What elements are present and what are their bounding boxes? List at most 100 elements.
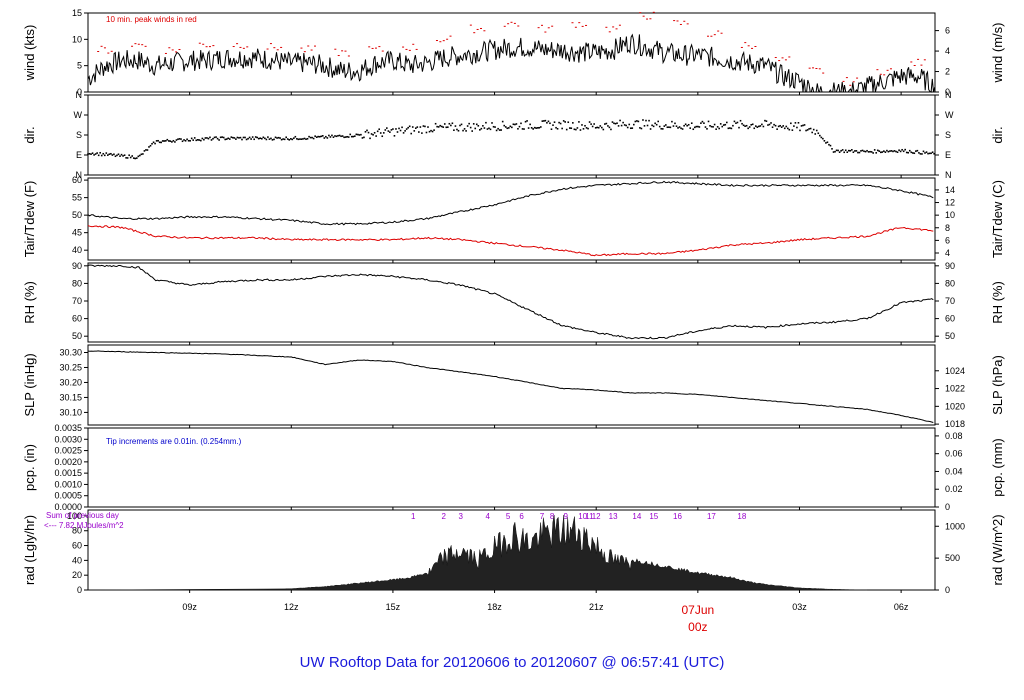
dir-point xyxy=(331,134,333,137)
dir-point xyxy=(675,125,678,127)
dir-point xyxy=(344,136,347,138)
dir-point xyxy=(271,139,274,141)
dir-point xyxy=(241,138,243,141)
dir-point xyxy=(927,152,929,155)
dir-point xyxy=(791,129,794,131)
dir-point xyxy=(616,122,618,124)
dir-point xyxy=(154,142,156,145)
dir-point xyxy=(651,124,653,127)
dir-point xyxy=(526,120,528,122)
right-axis-label-wind: wind (m/s) xyxy=(990,23,1005,84)
dir-point xyxy=(376,130,379,133)
dir-point xyxy=(425,131,428,134)
rad-hour-label: 1 xyxy=(411,512,416,521)
dir-point xyxy=(572,122,574,124)
dir-point xyxy=(421,132,423,134)
rad-hour-label: 3 xyxy=(458,512,463,521)
dir-point xyxy=(157,139,159,142)
dir-point xyxy=(901,148,903,151)
dir-point xyxy=(851,149,853,151)
dir-point xyxy=(657,120,660,123)
dir-point xyxy=(299,138,301,140)
dir-point xyxy=(189,139,191,142)
dir-point xyxy=(139,154,141,157)
dir-point xyxy=(328,134,330,137)
dir-point xyxy=(796,126,798,129)
dir-point xyxy=(790,122,792,125)
dir-point xyxy=(87,153,89,155)
dir-point xyxy=(529,123,531,126)
dir-point xyxy=(786,127,789,130)
dir-point xyxy=(686,124,688,127)
dir-point xyxy=(404,130,406,132)
dir-point xyxy=(523,128,525,130)
right-tick-label-dir: N xyxy=(945,170,952,180)
dir-point xyxy=(428,130,431,133)
dir-point xyxy=(698,126,701,128)
dir-point xyxy=(747,127,749,130)
left-tick-label-temp: 50 xyxy=(72,210,82,220)
left-axis-label-rh: RH (%) xyxy=(22,281,37,324)
dir-point xyxy=(482,125,484,127)
dir-point xyxy=(774,124,777,127)
dir-point xyxy=(491,122,493,124)
dir-point xyxy=(103,154,106,157)
dir-point xyxy=(216,137,219,140)
dir-point xyxy=(366,129,368,132)
dir-point xyxy=(576,127,579,129)
dir-point xyxy=(899,150,902,153)
dir-point xyxy=(904,148,906,151)
dir-point xyxy=(151,142,153,145)
right-axis-label-temp: Tair/Tdew (C) xyxy=(990,180,1005,258)
dir-point xyxy=(143,150,146,152)
dir-point xyxy=(164,140,167,142)
dir-point xyxy=(631,127,634,129)
dir-point xyxy=(459,124,461,127)
left-tick-label-wind: 15 xyxy=(72,8,82,18)
left-tick-label-rad: 80 xyxy=(72,526,82,536)
dir-point xyxy=(867,151,870,153)
rad-hour-label: 2 xyxy=(442,512,447,521)
dir-point xyxy=(155,140,158,142)
dir-point xyxy=(479,129,481,131)
right-axis-label-pcp: pcp. (mm) xyxy=(990,438,1005,497)
left-axis-label-rad: rad (Lgly/hr) xyxy=(22,515,37,585)
dir-point xyxy=(585,127,588,129)
dir-point xyxy=(102,152,105,155)
dir-point xyxy=(892,150,894,153)
dir-point xyxy=(440,125,443,128)
dir-point xyxy=(495,129,498,132)
dir-point xyxy=(712,126,714,128)
dir-point xyxy=(658,125,661,128)
right-tick-label-temp: 6 xyxy=(945,235,950,245)
dir-point xyxy=(639,127,641,129)
dir-point xyxy=(227,137,230,140)
dir-point xyxy=(541,120,544,122)
dir-point xyxy=(207,137,210,140)
dir-point xyxy=(325,135,327,138)
dir-point xyxy=(588,121,591,123)
dir-point xyxy=(378,128,380,131)
dir-point xyxy=(381,135,384,138)
dir-point xyxy=(318,135,321,138)
dir-point xyxy=(721,125,724,128)
right-tick-label-pcp: 0.08 xyxy=(945,431,963,441)
dir-point xyxy=(264,137,266,140)
dir-point xyxy=(745,124,748,127)
panel-frame-slp xyxy=(87,344,936,426)
dir-point xyxy=(247,137,249,140)
dir-point xyxy=(544,119,547,122)
dir-point xyxy=(628,123,631,126)
dir-point xyxy=(408,125,411,128)
dir-point xyxy=(190,137,193,140)
dir-point xyxy=(823,140,826,142)
dir-point xyxy=(783,127,786,130)
dir-point xyxy=(228,138,231,140)
dir-point xyxy=(347,136,350,138)
dir-point xyxy=(132,157,135,159)
right-axis-label-rad: rad (W/m^2) xyxy=(990,514,1005,585)
dir-point xyxy=(654,122,656,125)
right-tick-label-wind: 0 xyxy=(945,87,950,97)
rad-hour-label: 15 xyxy=(649,512,658,521)
